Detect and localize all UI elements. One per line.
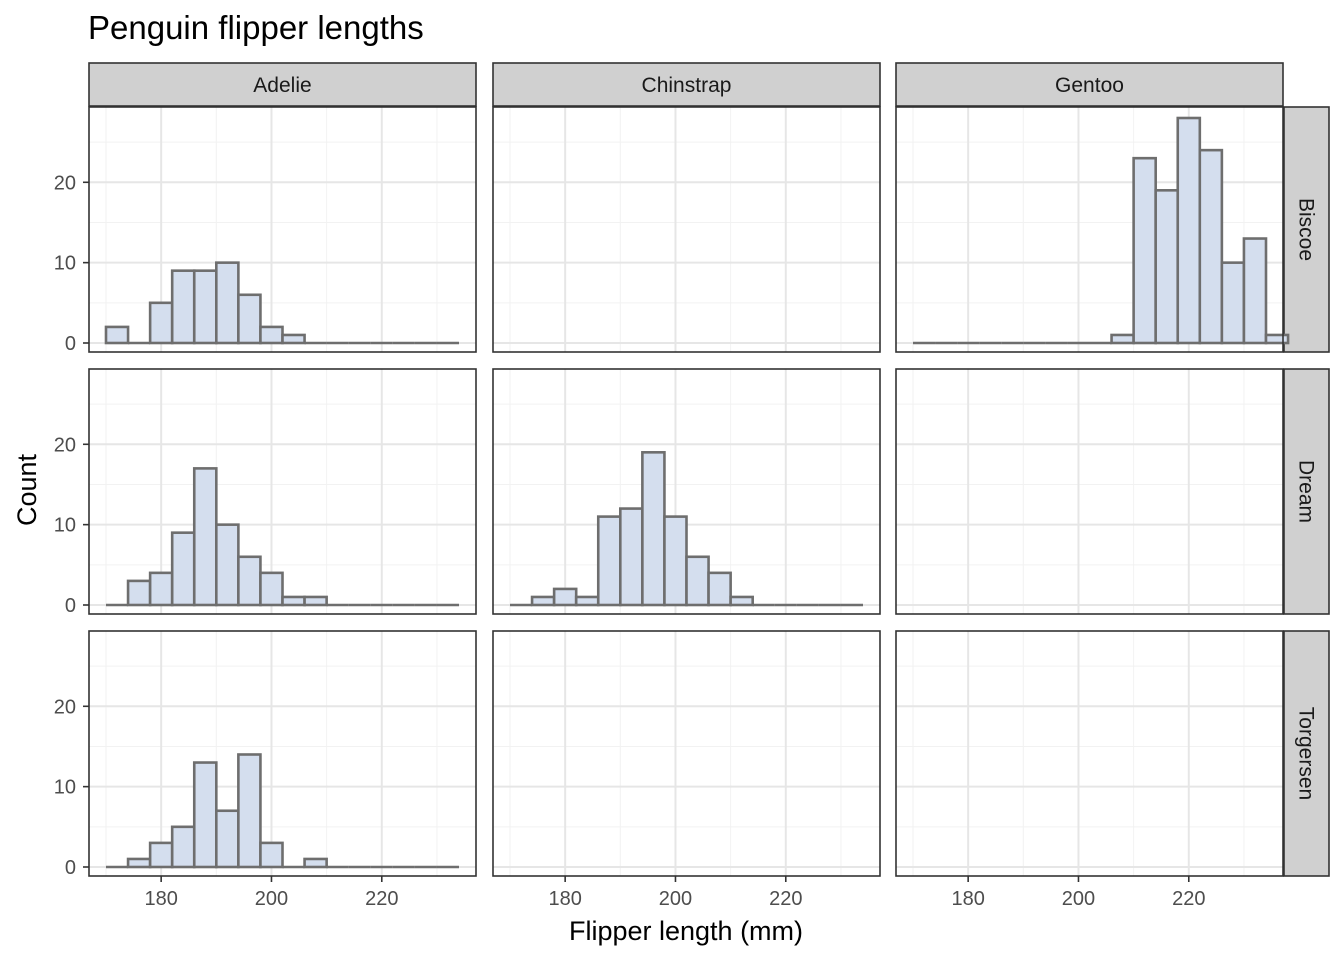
histogram-bar: [148, 301, 174, 345]
x-tick-label: 220: [365, 888, 398, 910]
histogram-bar: [1176, 116, 1202, 345]
x-tick-label: 180: [951, 888, 984, 910]
histogram-bar: [707, 571, 732, 607]
y-tick-label: 20: [54, 696, 76, 718]
histogram-bar: [641, 451, 666, 607]
strip-adelie: [88, 62, 477, 107]
histogram-bar: [619, 507, 644, 607]
x-axis-title: Flipper length (mm): [569, 916, 803, 946]
histogram-bar: [215, 523, 240, 607]
histogram-bar: [1220, 261, 1246, 345]
strip-torgersen: [1283, 630, 1330, 877]
y-tick-label: 0: [65, 333, 76, 355]
strip-label-adelie: Adelie: [253, 74, 311, 97]
histogram-bar: [1154, 189, 1180, 345]
histogram-bar: [237, 753, 262, 869]
histogram-bar: [552, 587, 578, 607]
strip-label-biscoe: Biscoe: [1295, 198, 1318, 261]
histogram-bar: [259, 571, 284, 607]
strip-gentoo: [895, 62, 1284, 107]
histogram-bar: [126, 857, 152, 869]
histogram-bar: [1132, 156, 1157, 345]
x-tick-label: 200: [1062, 888, 1095, 910]
x-tick-label: 200: [255, 888, 288, 910]
y-tick-label: 10: [54, 777, 76, 799]
strip-chinstrap: [492, 62, 881, 107]
histogram-bar: [281, 333, 306, 345]
panel-adelie-torgersen: 0 10 20 180 200 220: [54, 630, 477, 910]
y-tick-label: 10: [54, 515, 76, 537]
histogram-bar: [303, 595, 328, 607]
panel-border: [492, 368, 881, 615]
panel-chinstrap-biscoe: [492, 106, 881, 353]
histogram-bar: [148, 571, 174, 607]
y-tick-label: 20: [54, 172, 76, 194]
histogram-bar: [170, 825, 196, 869]
histogram-bar: [1264, 333, 1290, 345]
histogram-bar: [259, 841, 284, 869]
histogram-bar: [192, 467, 218, 607]
panel-border: [492, 106, 881, 353]
histogram-bar: [685, 555, 710, 607]
strip-label-chinstrap: Chinstrap: [642, 74, 732, 97]
x-tick-label: 220: [1172, 888, 1205, 910]
histogram-bar: [170, 531, 196, 607]
panel-chinstrap-dream: [492, 368, 881, 615]
histogram-bar: [1198, 148, 1224, 345]
histogram-bar: [104, 325, 130, 345]
panels-layer: Adelie Chinstrap Gentoo Biscoe Dream Torgerse…: [54, 62, 1330, 910]
strip-label-gentoo: Gentoo: [1055, 74, 1124, 97]
panel-border: [895, 368, 1284, 615]
histogram-bar: [1242, 237, 1268, 345]
y-axis-title: Count: [12, 453, 42, 526]
histogram-bar: [663, 515, 688, 607]
panel-adelie-dream: 0 10 20: [54, 368, 477, 617]
panel-gentoo-torgersen: 180 200 220: [895, 630, 1284, 910]
histogram-bar: [237, 555, 262, 607]
histogram-bar: [596, 515, 622, 607]
panel-border: [88, 106, 477, 353]
strip-label-torgersen: Torgersen: [1295, 707, 1318, 800]
histogram-bar: [192, 761, 218, 869]
x-tick-label: 180: [548, 888, 581, 910]
histogram-bar: [148, 841, 174, 869]
histogram-bar: [530, 595, 556, 607]
x-tick-label: 200: [659, 888, 692, 910]
y-tick-label: 0: [65, 857, 76, 879]
panel-gentoo-dream: [895, 368, 1284, 615]
panel-border: [88, 630, 477, 877]
x-tick-label: 180: [144, 888, 177, 910]
chart-title: Penguin flipper lengths: [88, 9, 424, 46]
panel-border: [492, 630, 881, 877]
histogram-bar: [259, 325, 284, 345]
histogram-bar: [126, 579, 152, 607]
panel-border: [895, 630, 1284, 877]
histogram-bar: [1110, 333, 1135, 345]
y-tick-label: 20: [54, 434, 76, 456]
x-tick-label: 220: [769, 888, 802, 910]
panel-border: [895, 106, 1284, 353]
panel-border: [88, 368, 477, 615]
strip-label-dream: Dream: [1295, 460, 1318, 523]
strip-biscoe: [1283, 106, 1330, 353]
panel-adelie-biscoe: 0 10 20: [54, 106, 477, 355]
y-tick-label: 0: [65, 595, 76, 617]
panel-chinstrap-torgersen: 180 200 220: [492, 630, 881, 910]
histogram-bar: [303, 857, 328, 869]
y-tick-label: 10: [54, 253, 76, 275]
histogram-bar: [215, 261, 240, 345]
strip-dream: [1283, 368, 1330, 615]
histogram-bar: [237, 293, 262, 345]
histogram-bar: [215, 809, 240, 869]
panel-gentoo-biscoe: [895, 106, 1290, 353]
histogram-bar: [574, 595, 600, 607]
histogram-bar: [192, 269, 218, 345]
histogram-bar: [281, 595, 306, 607]
histogram-bar: [729, 595, 754, 607]
histogram-bar: [170, 269, 196, 345]
